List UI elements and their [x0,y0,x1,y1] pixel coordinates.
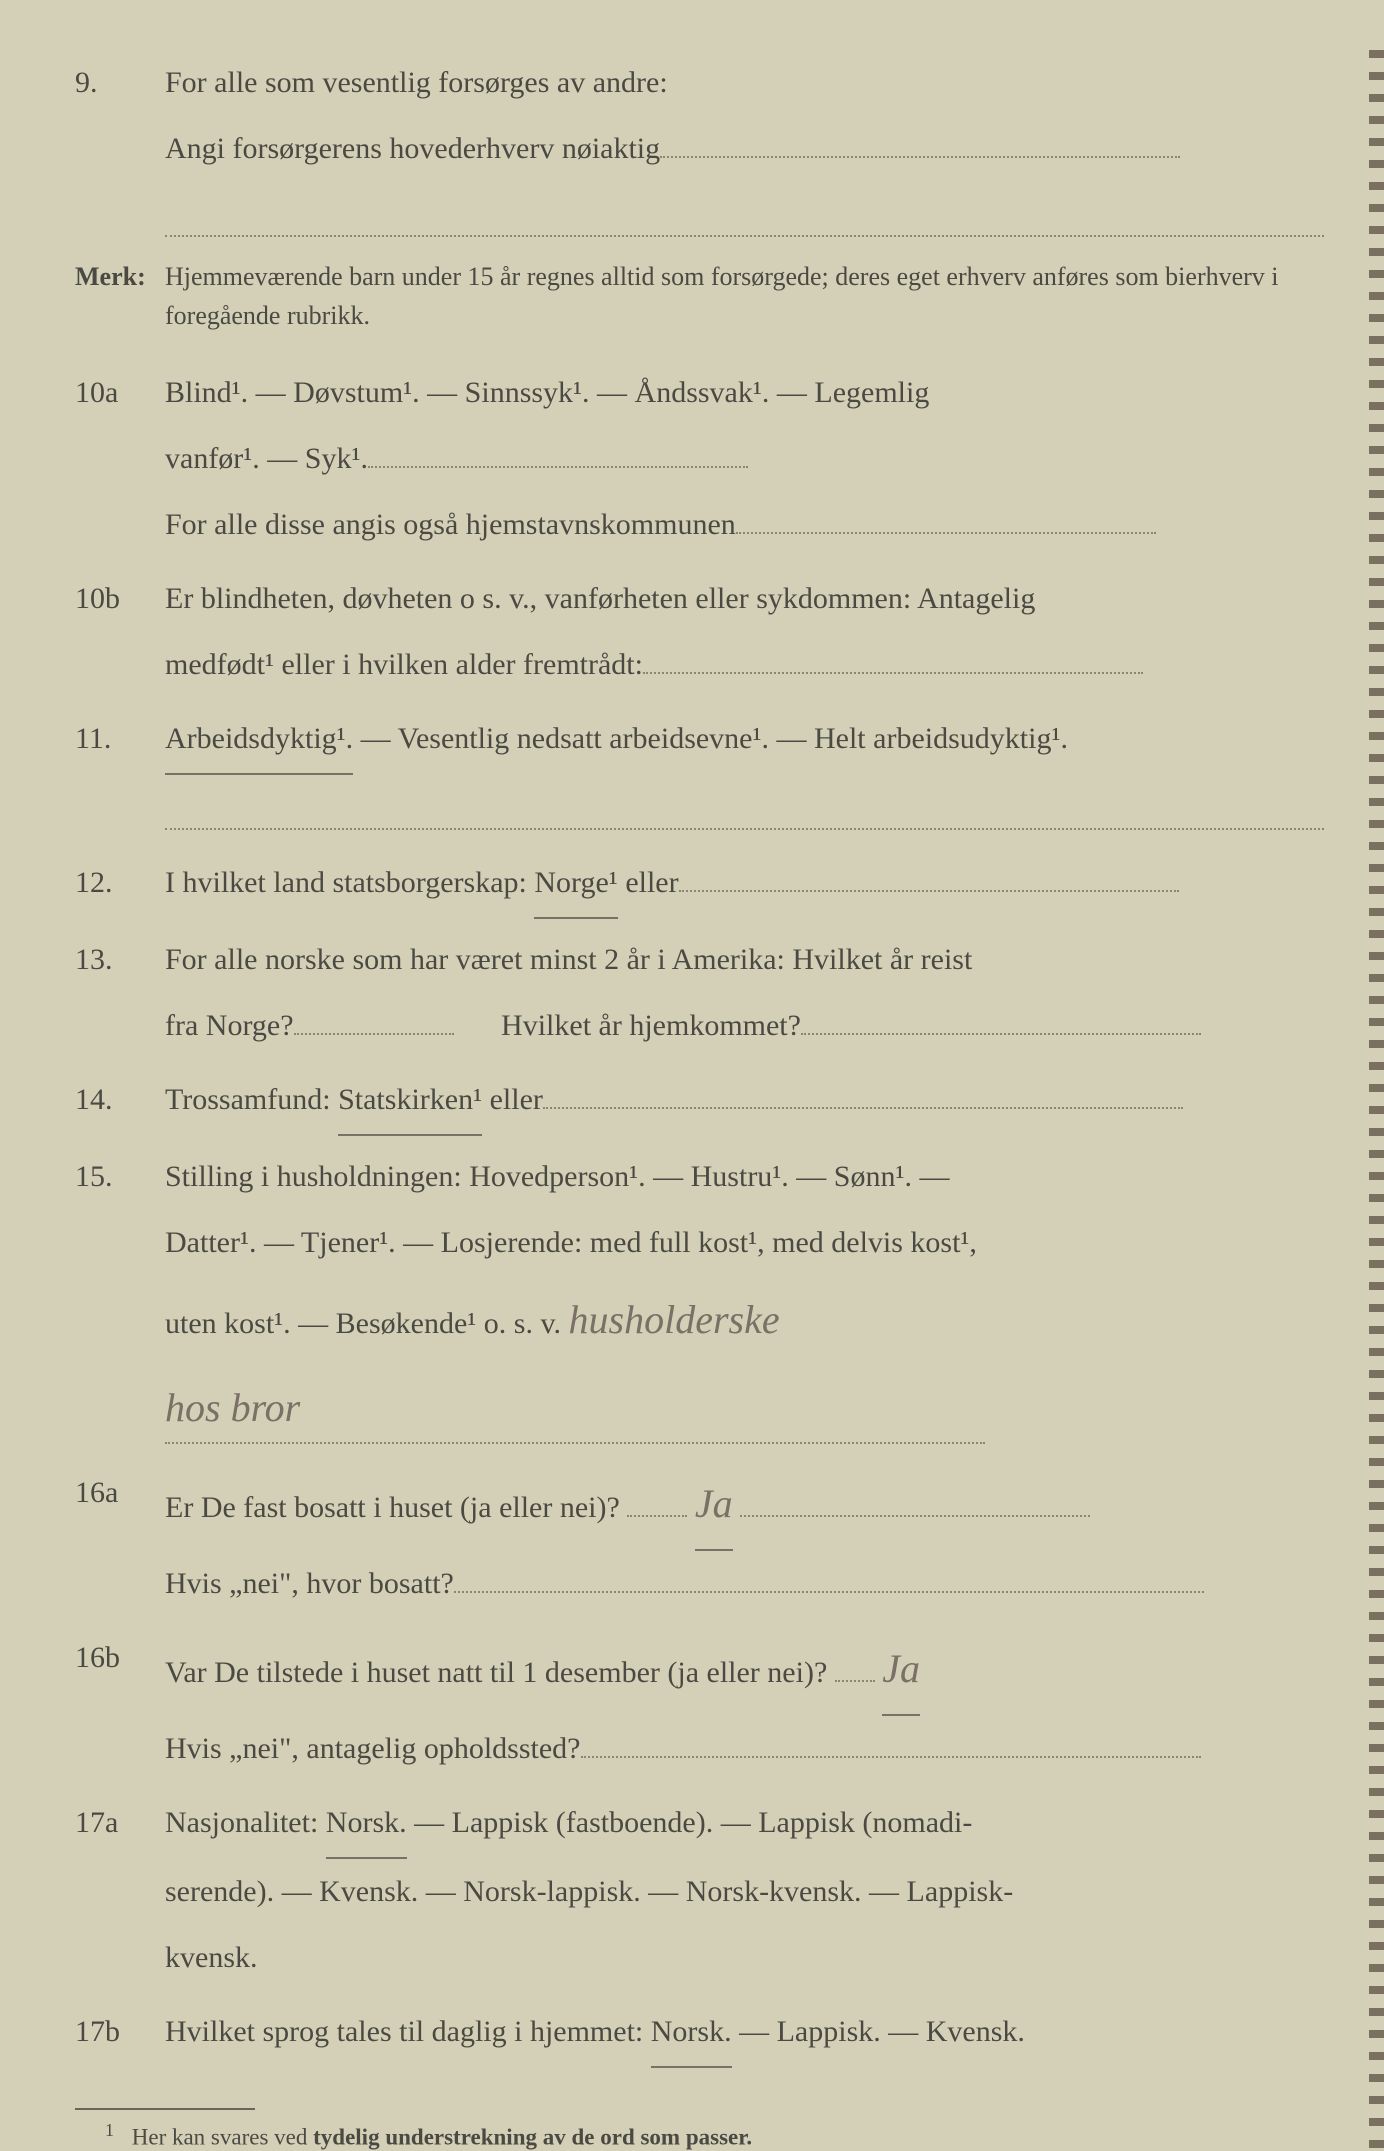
q17a-text: Nasjonalitet: Norsk. — Lappisk (fastboen… [165,1790,1324,1991]
fill-line [643,644,1143,674]
fill-line [543,1079,1183,1109]
q10b-text: Er blindheten, døvheten o s. v., vanførh… [165,566,1324,698]
question-10b: 10b Er blindheten, døvheten o s. v., van… [75,566,1324,698]
merk-text: Hjemmeværende barn under 15 år regnes al… [165,257,1324,335]
fill-line [835,1652,875,1682]
q17a-number: 17a [75,1790,165,1991]
question-10a: 10a Blind¹. — Døvstum¹. — Sinnssyk¹. — Å… [75,360,1324,558]
q16b-text: Var De tilstede i huset natt til 1 desem… [165,1625,1324,1782]
perforated-edge [1369,50,1384,2151]
q16a-number: 16a [75,1460,165,1617]
q9-line2: Angi forsørgerens hovederhverv nøiaktig [165,116,1324,182]
q14-number: 14. [75,1067,165,1136]
q12-number: 12. [75,850,165,919]
q10a-text: Blind¹. — Døvstum¹. — Sinnssyk¹. — Åndss… [165,360,1324,558]
question-9: 9. For alle som vesentlig forsørges av a… [75,50,1324,182]
footnote: 1 Her kan svares ved tydelig understrekn… [75,2120,1324,2151]
question-13: 13. For alle norske som har været minst … [75,927,1324,1059]
q11-number: 11. [75,706,165,775]
fill-line [660,128,1180,158]
question-15: 15. Stilling i husholdningen: Hovedperso… [75,1144,1324,1452]
q17b-number: 17b [75,1999,165,2068]
question-16b: 16b Var De tilstede i huset natt til 1 d… [75,1625,1324,1782]
question-16a: 16a Er De fast bosatt i huset (ja eller … [75,1460,1324,1617]
fill-line [165,1414,985,1444]
q15-text: Stilling i husholdningen: Hovedperson¹. … [165,1144,1324,1452]
q13-text: For alle norske som har været minst 2 år… [165,927,1324,1059]
question-12: 12. I hvilket land statsborgerskap: Norg… [75,850,1324,919]
footnote-rule [75,2108,255,2110]
question-14: 14. Trossamfund: Statskirken¹ eller [75,1067,1324,1136]
q10b-number: 10b [75,566,165,698]
fill-line [581,1728,1201,1758]
q16b-number: 16b [75,1625,165,1782]
q10a-number: 10a [75,360,165,558]
q13-number: 13. [75,927,165,1059]
fill-line-long [165,197,1324,237]
q15-number: 15. [75,1144,165,1452]
handwritten-answer: Ja [882,1625,920,1716]
fill-line [736,504,1156,534]
q16a-text: Er De fast bosatt i huset (ja eller nei)… [165,1460,1324,1617]
census-form-page: 9. For alle som vesentlig forsørges av a… [75,50,1324,2151]
question-17b: 17b Hvilket sprog tales til daglig i hje… [75,1999,1324,2068]
fill-line [294,1005,454,1035]
handwritten-answer: husholderske [569,1297,780,1342]
q12-text: I hvilket land statsborgerskap: Norge¹ e… [165,850,1324,919]
q9-number: 9. [75,50,165,182]
fill-line [627,1487,687,1517]
fill-line [740,1487,1090,1517]
q9-text: For alle som vesentlig forsørges av andr… [165,50,1324,182]
q9-line1: For alle som vesentlig forsørges av andr… [165,50,1324,116]
fill-line-long [165,790,1324,830]
fill-line [368,438,748,468]
q17b-text: Hvilket sprog tales til daglig i hjemmet… [165,1999,1324,2068]
q14-text: Trossamfund: Statskirken¹ eller [165,1067,1324,1136]
footnote-number: 1 [105,2120,114,2140]
merk-note: Merk: Hjemmeværende barn under 15 år reg… [75,257,1324,335]
question-11: 11. Arbeidsdyktig¹. — Vesentlig nedsatt … [75,706,1324,775]
question-17a: 17a Nasjonalitet: Norsk. — Lappisk (fast… [75,1790,1324,1991]
merk-label: Merk: [75,257,165,335]
fill-line [454,1563,1204,1593]
handwritten-answer: Ja [695,1460,733,1551]
fill-line [801,1005,1201,1035]
fill-line [679,862,1179,892]
q11-text: Arbeidsdyktig¹. — Vesentlig nedsatt arbe… [165,706,1324,775]
